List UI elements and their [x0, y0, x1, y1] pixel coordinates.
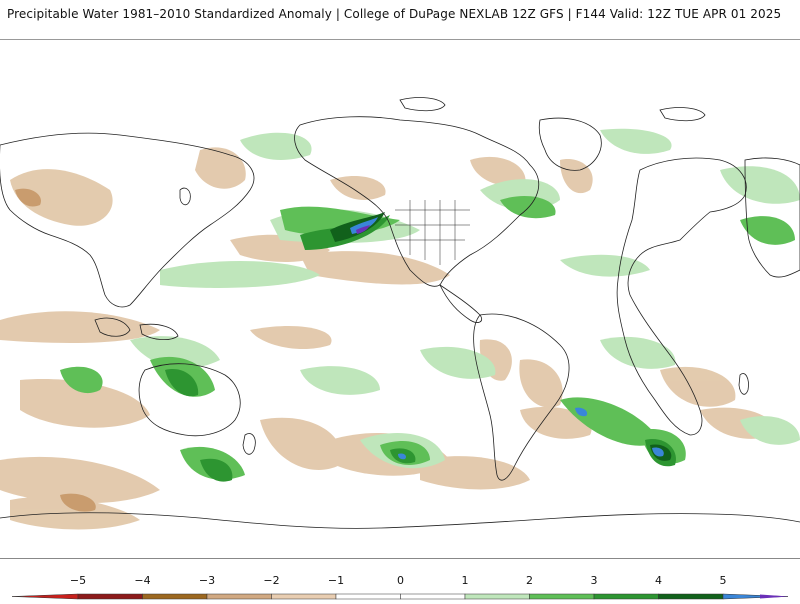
legend-swatch-neg-1 — [271, 593, 337, 600]
us-state-borders — [395, 200, 470, 265]
legend-swatch-pos-4 — [658, 593, 724, 600]
legend-swatch-neg-3 — [142, 593, 208, 600]
legend-tick-label: −1 — [327, 574, 345, 587]
legend-colorbar: −5 −4 −3 −2 −1 0 1 2 3 4 5 — [0, 560, 800, 600]
legend-swatch-pos-3 — [593, 593, 659, 600]
legend-tick-label: 5 — [719, 574, 727, 587]
legend-swatch-zero-high — [400, 593, 466, 600]
legend-swatch-pos-1 — [464, 593, 530, 600]
legend-tick-label: 1 — [461, 574, 469, 587]
legend-swatch-pos-max — [760, 594, 788, 599]
header-bar: Precipitable Water 1981–2010 Standardize… — [0, 0, 800, 40]
legend-scale — [11, 593, 789, 600]
legend-swatch-zero-low — [335, 593, 401, 600]
precipitable-water-map[interactable] — [0, 40, 800, 558]
legend-swatch-pos-extreme — [722, 593, 789, 600]
map-title: Precipitable Water 1981–2010 Standardize… — [7, 7, 782, 21]
coastlines — [0, 97, 800, 529]
strong-negative-anomaly — [15, 188, 96, 512]
legend-tick-label: −2 — [263, 574, 280, 587]
map-panel[interactable] — [0, 40, 800, 559]
legend-tick-label: −4 — [134, 574, 151, 587]
legend-tick-label: −5 — [69, 574, 87, 587]
legend-tick-label: 2 — [526, 574, 533, 587]
legend-swatch-neg-2 — [206, 593, 272, 600]
max-positive-anomaly — [356, 225, 370, 234]
legend-tick-label: 3 — [590, 574, 598, 587]
legend-swatch-pos-2 — [529, 593, 595, 600]
legend-tick-label: 0 — [397, 574, 404, 587]
legend-swatch-neg-extreme — [11, 593, 79, 600]
legend-tick-label: −3 — [198, 574, 216, 587]
legend-swatch-neg-4 — [77, 593, 143, 600]
legend-tick-label: 4 — [655, 574, 662, 587]
